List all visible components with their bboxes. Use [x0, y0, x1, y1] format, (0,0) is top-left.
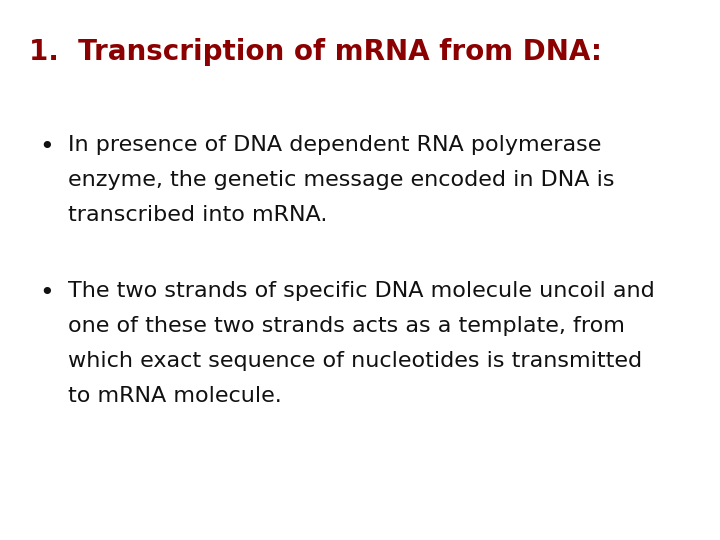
Text: one of these two strands acts as a template, from: one of these two strands acts as a templ… — [68, 316, 625, 336]
Text: to mRNA molecule.: to mRNA molecule. — [68, 386, 282, 406]
Text: 1.  Transcription of mRNA from DNA:: 1. Transcription of mRNA from DNA: — [29, 38, 602, 66]
Text: •: • — [40, 135, 54, 159]
Text: In presence of DNA dependent RNA polymerase: In presence of DNA dependent RNA polymer… — [68, 135, 602, 155]
Text: transcribed into mRNA.: transcribed into mRNA. — [68, 205, 328, 225]
Text: •: • — [40, 281, 54, 305]
Text: which exact sequence of nucleotides is transmitted: which exact sequence of nucleotides is t… — [68, 351, 642, 371]
Text: enzyme, the genetic message encoded in DNA is: enzyme, the genetic message encoded in D… — [68, 170, 615, 190]
Text: The two strands of specific DNA molecule uncoil and: The two strands of specific DNA molecule… — [68, 281, 655, 301]
